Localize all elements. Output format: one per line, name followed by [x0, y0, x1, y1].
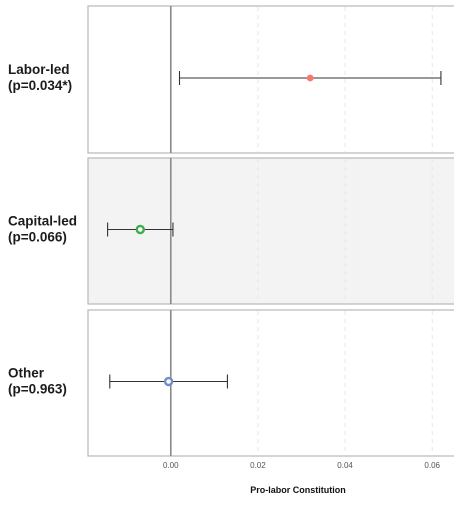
- panel-background: [87, 157, 454, 305]
- panel-2: [87, 157, 454, 305]
- panel-background: [87, 5, 454, 154]
- x-tick-label: 0.06: [424, 461, 440, 470]
- x-axis-title: Pro-labor Constitution: [250, 485, 346, 495]
- x-tick-label: 0.00: [163, 461, 179, 470]
- panel-3: [87, 309, 454, 457]
- panel-label-name: Labor-led: [8, 62, 70, 77]
- panel-label-name: Other: [8, 366, 45, 381]
- x-axis: 0.00 0.02 0.04 0.06: [163, 461, 441, 470]
- point-estimate: [306, 74, 314, 82]
- x-tick-label: 0.04: [337, 461, 353, 470]
- panel-1: [87, 5, 454, 154]
- panel-background: [87, 309, 454, 457]
- panel-label-pvalue: (p=0.963): [8, 382, 67, 397]
- panels-group: Labor-led(p=0.034*) Capital-led(p=0.066) O…: [8, 5, 454, 457]
- panel-label-pvalue: (p=0.066): [8, 230, 67, 245]
- panel-label-pvalue: (p=0.034*): [8, 78, 72, 93]
- point-estimate: [135, 224, 145, 235]
- panel-label-name: Capital-led: [8, 214, 77, 229]
- point-estimate: [163, 376, 174, 387]
- x-tick-label: 0.02: [250, 461, 266, 470]
